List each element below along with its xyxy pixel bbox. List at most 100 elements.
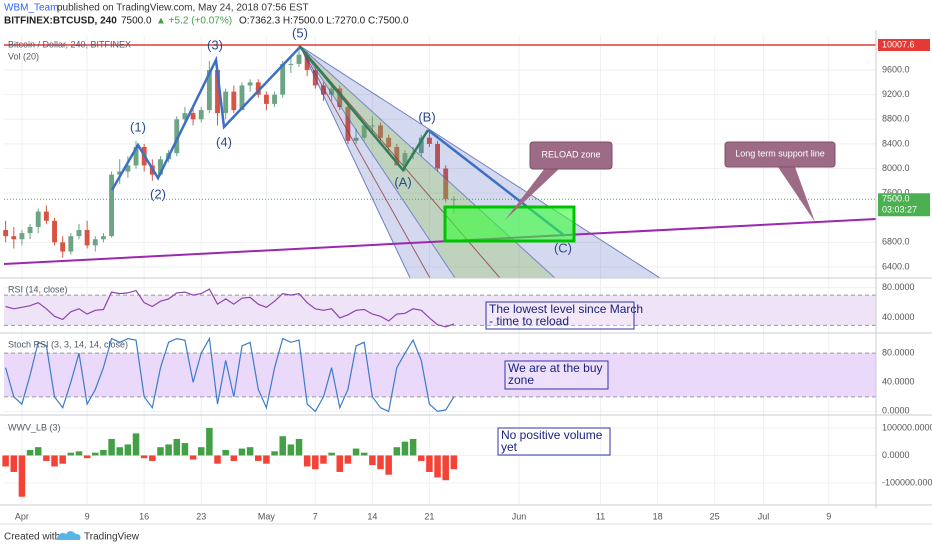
candle-body — [109, 174, 115, 237]
footer-created: Created with — [4, 532, 60, 543]
candle-body — [198, 110, 204, 120]
background-layer — [0, 30, 932, 508]
footer-brand: TradingView — [84, 532, 140, 543]
x-tick-label: 9 — [826, 511, 831, 521]
x-tick-label: 21 — [424, 511, 434, 521]
candle-body — [60, 242, 66, 252]
y-tick-label: 40.0000 — [882, 312, 915, 322]
candle-body — [296, 54, 302, 64]
volume-bar — [246, 447, 254, 456]
support-line — [3, 218, 877, 265]
drawings: (1) (2) (3) (4) (5) (A) (B) (C) RELOAD z… — [3, 25, 877, 456]
note-box — [504, 360, 609, 390]
candle-body — [304, 54, 310, 71]
y-tick-label: 8000.0 — [882, 163, 910, 173]
volume-bar — [222, 449, 229, 456]
volume-bar — [75, 451, 83, 456]
header-author: WBM_Team — [4, 3, 58, 14]
note-text: zone — [508, 373, 534, 387]
note-box — [497, 427, 611, 456]
indicator-line — [5, 336, 455, 413]
volume-bar — [271, 451, 278, 456]
wave-line — [110, 46, 301, 191]
x-tick-label: 9 — [85, 511, 90, 521]
volume-bar — [189, 455, 197, 460]
panel-title: Bitcoin / Dollar, 240, BITFINEX — [8, 39, 131, 49]
marks-layer — [2, 44, 876, 497]
candle-body — [3, 230, 9, 237]
header-last: 7500.0 — [121, 16, 152, 27]
volume-bar — [255, 455, 262, 461]
candle-body — [394, 146, 400, 166]
header-change: ▲ +5.2 (+0.07%) — [156, 16, 232, 27]
volume-bar — [214, 455, 221, 464]
callout-pointer — [778, 167, 815, 222]
volume-bar — [149, 455, 156, 461]
last-price-box — [878, 193, 930, 217]
x-tick-label: 14 — [367, 511, 377, 521]
candle-body — [231, 91, 237, 111]
y-tick-label: 40.0000 — [882, 377, 915, 387]
band-fill — [4, 353, 876, 397]
candle-body — [11, 236, 17, 240]
y-tick-label: 6800.0 — [882, 237, 910, 247]
candle-body — [369, 125, 375, 127]
candle-body — [426, 137, 432, 144]
volume-bar — [116, 447, 123, 456]
x-tick-label: May — [258, 511, 276, 521]
y-tick-label: 100000.0000 — [882, 422, 932, 432]
volume-bar — [328, 452, 335, 456]
callout-text: Long term support line — [735, 148, 825, 158]
y-tick-label: 9200.0 — [882, 89, 910, 99]
callout-box — [529, 141, 613, 170]
candle-body — [27, 226, 33, 234]
volume-bar — [303, 455, 311, 467]
header-published: published on TradingView.com, May 24, 20… — [57, 3, 309, 14]
candle-body — [345, 106, 351, 141]
indicator-line — [5, 288, 455, 328]
candle-body — [272, 94, 278, 104]
volume-bar — [344, 455, 352, 464]
y-tick-label: 80.0000 — [882, 348, 915, 358]
panel-title: RSI (14, close) — [8, 284, 68, 294]
volume-label: Vol (20) — [8, 51, 39, 61]
high-label-box — [878, 38, 930, 51]
note-text: No positive volume — [501, 428, 603, 442]
high-label: 10007.6 — [882, 39, 915, 49]
callout-text: RELOAD zone — [541, 149, 600, 159]
volume-bar — [92, 452, 99, 456]
band-fill — [4, 295, 876, 326]
note-text: We are at the buy — [508, 361, 603, 375]
volume-bar — [238, 448, 246, 456]
y-tick-label: 0.0000 — [882, 450, 910, 460]
candle-body — [158, 159, 163, 175]
candle-body — [329, 88, 335, 95]
x-tick-label: 11 — [596, 511, 605, 521]
candle-body — [321, 85, 326, 95]
candle-body — [223, 91, 229, 114]
volume-bar — [426, 455, 433, 472]
volume-bar — [181, 443, 189, 456]
volume-bar — [360, 452, 368, 456]
volume-bar — [377, 455, 384, 470]
volume-bar — [287, 444, 295, 456]
volume-bar — [157, 447, 164, 456]
candle-body — [353, 137, 359, 141]
candle-body — [451, 199, 457, 201]
volume-bar — [132, 433, 140, 456]
candle-body — [263, 94, 269, 104]
volume-bar — [173, 438, 181, 456]
x-tick-label: 16 — [139, 511, 149, 521]
header-symbol: BITFINEX:BTCUSD, 240 — [4, 16, 117, 27]
candle-body — [402, 153, 408, 166]
volume-bar — [51, 455, 58, 467]
candle-body — [117, 171, 123, 175]
candle-body — [35, 211, 41, 227]
candle-body — [443, 168, 449, 200]
y-tick-label: 0.0000 — [882, 406, 910, 416]
wave-label: (2) — [150, 186, 166, 201]
y-tick-label: 8800.0 — [882, 114, 910, 124]
x-tick-label: 18 — [653, 511, 663, 521]
candle-body — [386, 137, 392, 147]
